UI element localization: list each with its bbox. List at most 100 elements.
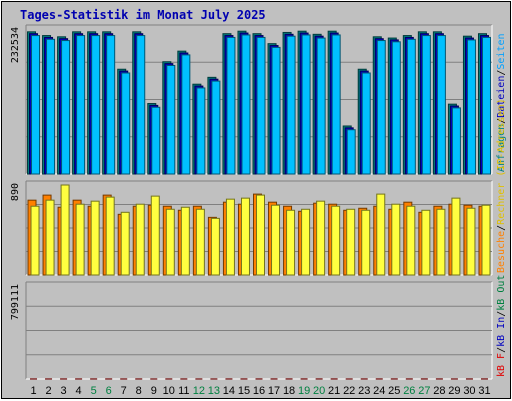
bar-seiten: [377, 41, 385, 174]
bar-seiten: [227, 37, 235, 174]
bar-seiten: [107, 36, 115, 174]
bar-rechner-ip-adressen-: [317, 201, 325, 275]
x-tick-label: 23: [358, 385, 370, 397]
bar-rechner-ip-adressen-: [91, 201, 99, 275]
bar-rechner-ip-adressen-: [347, 209, 355, 275]
y-max-label: 799111: [10, 284, 21, 320]
bar-rechner-ip-adressen-: [241, 198, 249, 275]
legend-entry: Besuche: [496, 231, 507, 273]
bar-rechner-ip-adressen-: [106, 197, 114, 275]
bar-rechner-ip-adressen-: [467, 208, 475, 275]
x-tick-label: 12: [193, 385, 205, 397]
bar-seiten: [287, 36, 295, 174]
bar-seiten: [212, 81, 220, 174]
bar-seiten: [467, 40, 475, 174]
x-tick-label: 26: [403, 385, 415, 397]
bar-rechner-ip-adressen-: [31, 206, 39, 275]
bar-rechner-ip-adressen-: [121, 212, 129, 275]
bar-seiten: [47, 39, 55, 174]
x-tick-label: 9: [151, 385, 157, 397]
x-tick-label: 8: [136, 385, 142, 397]
bar-seiten: [92, 36, 100, 174]
x-tick-label: 20: [313, 385, 325, 397]
bar-rechner-ip-adressen-: [226, 199, 234, 275]
bar-seiten: [452, 108, 460, 174]
x-tick-label: 18: [283, 385, 295, 397]
bar-seiten: [392, 42, 400, 174]
bar-rechner-ip-adressen-: [151, 196, 159, 275]
bar-rechner-ip-adressen-: [452, 198, 460, 275]
x-tick-label: 14: [223, 385, 235, 397]
x-tick-label: 28: [433, 385, 445, 397]
bar-rechner-ip-adressen-: [302, 209, 310, 275]
bar-rechner-ip-adressen-: [422, 210, 430, 275]
bar-seiten: [482, 37, 490, 174]
legend: Besuche/Rechner (IP-Adressen): [496, 98, 507, 273]
bar-seiten: [272, 47, 280, 174]
bar-rechner-ip-adressen-: [61, 185, 69, 275]
x-tick-label: 31: [478, 385, 490, 397]
bar-rechner-ip-adressen-: [377, 194, 385, 275]
bar-rechner-ip-adressen-: [287, 210, 295, 275]
bar-rechner-ip-adressen-: [332, 206, 340, 275]
x-tick-label: 5: [91, 385, 97, 397]
bar-rechner-ip-adressen-: [166, 209, 174, 275]
bar-rechner-ip-adressen-: [362, 210, 370, 275]
bar-seiten: [182, 55, 190, 174]
x-tick-label: 2: [45, 385, 51, 397]
x-tick-label: 4: [76, 385, 82, 397]
bar-seiten: [257, 37, 265, 174]
x-tick-label: 25: [388, 385, 400, 397]
legend-entry: kB Out: [496, 275, 507, 311]
bar-seiten: [32, 36, 40, 174]
bar-rechner-ip-adressen-: [76, 204, 84, 275]
bar-seiten: [407, 39, 415, 174]
x-tick-label: 24: [373, 385, 385, 397]
x-tick-label: 30: [463, 385, 475, 397]
x-tick-label: 6: [106, 385, 112, 397]
x-tick-label: 3: [61, 385, 67, 397]
bar-seiten: [77, 36, 85, 174]
x-tick-label: 17: [268, 385, 280, 397]
legend-entry: Rechner (IP-Adressen): [496, 98, 507, 224]
bar-seiten: [197, 88, 205, 174]
x-tick-label: 7: [121, 385, 127, 397]
bar-seiten: [122, 73, 130, 174]
bar-rechner-ip-adressen-: [196, 209, 204, 275]
x-tick-label: 15: [238, 385, 250, 397]
x-tick-label: 22: [343, 385, 355, 397]
bar-rechner-ip-adressen-: [257, 195, 265, 275]
bar-rechner-ip-adressen-: [437, 209, 445, 275]
bar-rechner-ip-adressen-: [272, 205, 280, 275]
bar-rechner-ip-adressen-: [482, 205, 490, 275]
bar-seiten: [362, 73, 370, 174]
bar-seiten: [437, 36, 445, 174]
x-tick-label: 13: [208, 385, 220, 397]
bar-seiten: [167, 65, 175, 174]
bar-seiten: [332, 35, 340, 174]
bar-rechner-ip-adressen-: [211, 218, 219, 275]
legend: kB F/kB In/kB Out: [496, 275, 507, 377]
y-max-label: 232534: [10, 27, 21, 63]
legend-entry: kB In: [496, 317, 507, 347]
bar-seiten: [347, 130, 355, 174]
bar-seiten: [242, 35, 250, 174]
bar-seiten: [62, 41, 70, 174]
x-tick-label: 19: [298, 385, 310, 397]
bar-rechner-ip-adressen-: [46, 200, 54, 275]
bar-seiten: [422, 36, 430, 174]
bar-rechner-ip-adressen-: [181, 207, 189, 275]
x-tick-label: 21: [328, 385, 340, 397]
bar-rechner-ip-adressen-: [392, 204, 400, 275]
bar-seiten: [302, 35, 310, 174]
x-tick-label: 29: [448, 385, 460, 397]
bar-seiten: [152, 107, 160, 174]
bar-rechner-ip-adressen-: [136, 204, 144, 275]
y-max-label: 890: [10, 183, 21, 201]
x-tick-label: 16: [253, 385, 265, 397]
x-tick-label: 11: [178, 385, 189, 397]
x-tick-label: 27: [418, 385, 430, 397]
bar-rechner-ip-adressen-: [407, 206, 415, 275]
